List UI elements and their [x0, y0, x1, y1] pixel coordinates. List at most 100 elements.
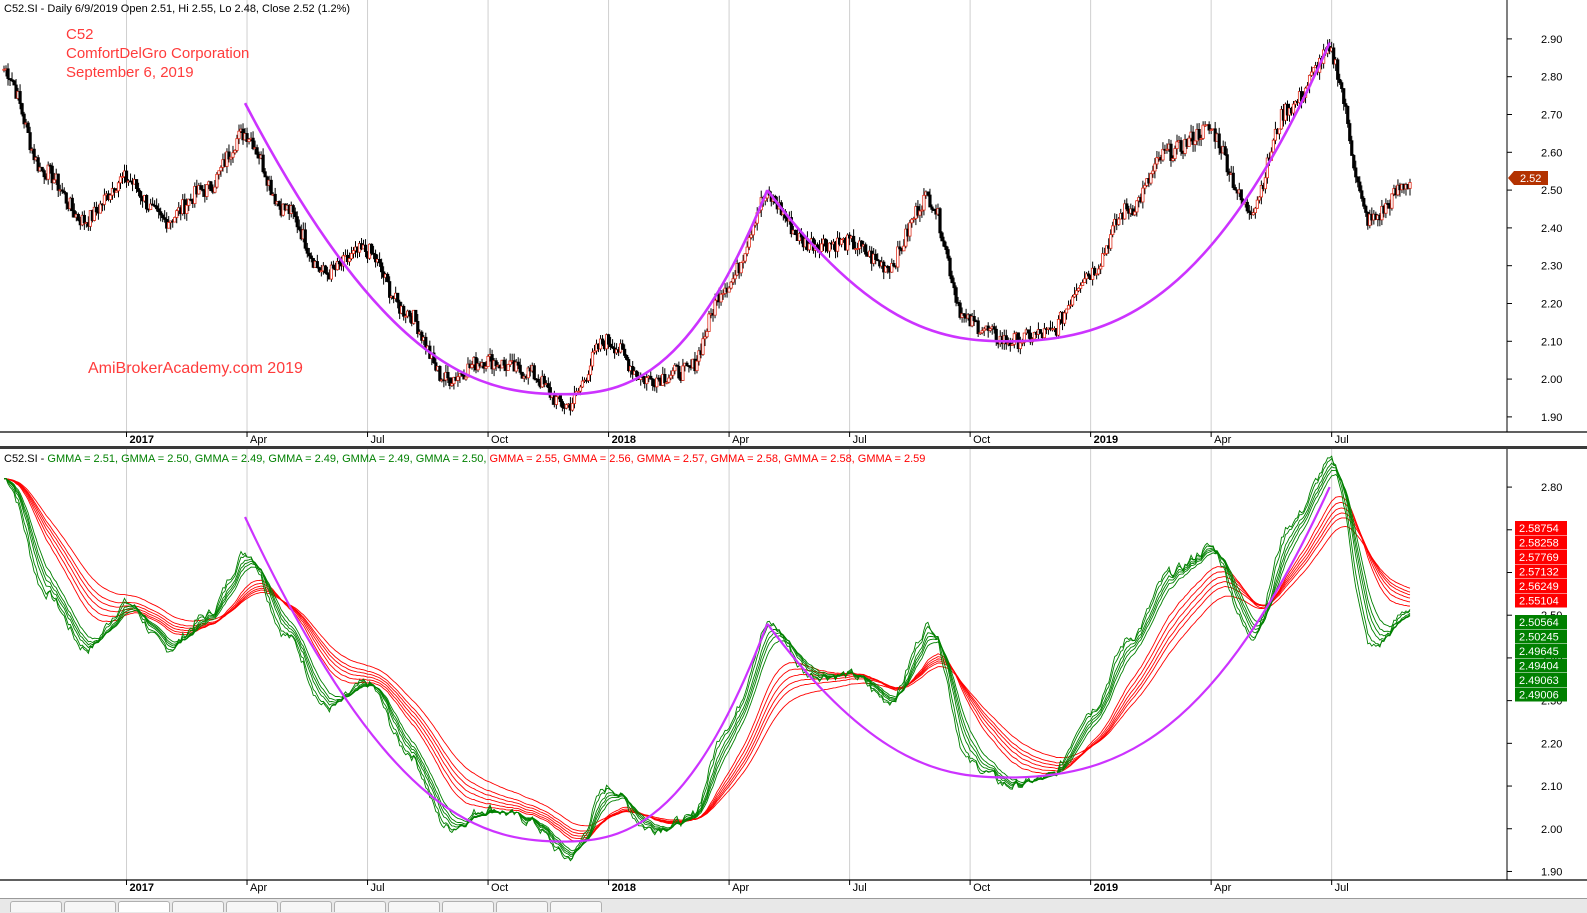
candle-body: [926, 191, 930, 196]
candle-body: [347, 258, 352, 263]
pane-separator[interactable]: [0, 446, 1587, 449]
sheet-tab[interactable]: [388, 901, 440, 912]
x-tick-label: 2019: [1094, 434, 1118, 446]
y-tick-label: 2.20: [1541, 298, 1562, 310]
candle-body: [193, 186, 197, 205]
candle-body: [1064, 308, 1069, 314]
candle-body: [793, 229, 797, 235]
candle-body: [173, 217, 177, 223]
candle-body: [52, 179, 56, 184]
candle-body: [922, 194, 926, 211]
candle-body: [1233, 187, 1237, 191]
candle-body: [307, 252, 311, 257]
candle-body: [621, 343, 625, 350]
gmma-green-line: [3, 457, 1411, 860]
candle-body: [404, 315, 408, 318]
sheet-tab[interactable]: [334, 901, 386, 912]
candle-body: [1223, 146, 1227, 156]
sheet-tab-active[interactable]: [118, 901, 170, 912]
candle-body: [1197, 129, 1201, 140]
candle-body: [1004, 335, 1008, 345]
candle-body: [335, 261, 340, 271]
candle-body: [118, 176, 123, 184]
gmma-value-tag-label: 2.57769: [1519, 552, 1559, 564]
candle-body: [950, 275, 954, 284]
candle-body: [1408, 182, 1412, 189]
candle-body: [576, 390, 581, 393]
candle-body: [1070, 296, 1075, 306]
gmma-value-tag-label: 2.49006: [1519, 690, 1559, 702]
candle-body: [263, 171, 267, 178]
candle-body: [962, 313, 966, 316]
candle-body: [835, 237, 840, 252]
candle-body: [554, 396, 558, 405]
sheet-tab[interactable]: [172, 901, 224, 912]
candle-body: [749, 234, 753, 238]
candle-body: [315, 261, 319, 268]
candle-body: [1038, 329, 1043, 334]
candle-body: [167, 222, 171, 229]
candle-body: [450, 383, 454, 387]
candle-body: [1161, 148, 1165, 161]
gmma-value-tag: [1515, 629, 1567, 644]
candle-body: [331, 264, 336, 269]
candle-body: [1338, 78, 1342, 84]
candle-body: [884, 266, 888, 273]
candle-body: [325, 272, 329, 275]
gmma-value-tag: [1515, 644, 1567, 658]
candle-body: [860, 240, 864, 247]
candle-body: [380, 262, 384, 273]
candle-body: [592, 350, 597, 353]
sheet-tab[interactable]: [550, 901, 602, 912]
candle-body: [902, 245, 906, 252]
x-tick-label: Jul: [1335, 882, 1349, 894]
candle-body: [297, 226, 301, 230]
candle-body: [464, 376, 468, 380]
candle-body: [719, 293, 723, 303]
sheet-tab[interactable]: [280, 901, 332, 912]
candle-body: [1251, 212, 1255, 216]
bottom-header-prefix: C52.SI -: [4, 453, 47, 465]
candle-body: [1012, 333, 1016, 345]
candle-body: [1155, 157, 1159, 165]
candle-body: [1026, 329, 1030, 334]
x-tick-label: Oct: [491, 882, 508, 894]
sheet-tab[interactable]: [496, 901, 548, 912]
candle-body: [707, 313, 711, 332]
candle-body: [1056, 318, 1061, 336]
bottom-pane-trend-arc: [244, 486, 1331, 843]
candle-body: [920, 209, 924, 212]
candle-body: [94, 206, 98, 213]
candle-body: [98, 203, 103, 214]
candle-body: [76, 214, 80, 221]
candle-body: [741, 260, 745, 263]
candle-body: [1225, 154, 1229, 173]
candle-body: [1103, 253, 1107, 255]
sheet-tab[interactable]: [64, 901, 116, 912]
candle-body: [992, 326, 996, 330]
candle-body: [651, 378, 655, 386]
candle-body: [1231, 172, 1235, 188]
sheet-tab[interactable]: [226, 901, 278, 912]
candle-body: [1277, 128, 1282, 135]
candle-body: [277, 201, 281, 207]
x-tick-label: Oct: [491, 434, 508, 446]
candle-body: [1259, 184, 1263, 198]
candle-body: [319, 270, 323, 273]
gmma-header-value: GMMA = 2.50,: [416, 453, 490, 465]
sheet-tab[interactable]: [10, 901, 62, 912]
annotation-company: ComfortDelGro Corporation: [66, 45, 249, 62]
candle-body: [729, 281, 733, 289]
candle-body: [229, 156, 233, 160]
gmma-header-value: GMMA = 2.49,: [342, 453, 416, 465]
gmma-value-tag: [1515, 658, 1567, 673]
candle-body: [560, 401, 564, 408]
candle-body: [608, 343, 613, 348]
candle-body: [1032, 331, 1036, 340]
candle-body: [20, 103, 24, 115]
candle-body: [151, 203, 155, 206]
sheet-tab[interactable]: [442, 901, 494, 912]
candle-body: [600, 338, 605, 345]
candle-body: [482, 362, 486, 369]
